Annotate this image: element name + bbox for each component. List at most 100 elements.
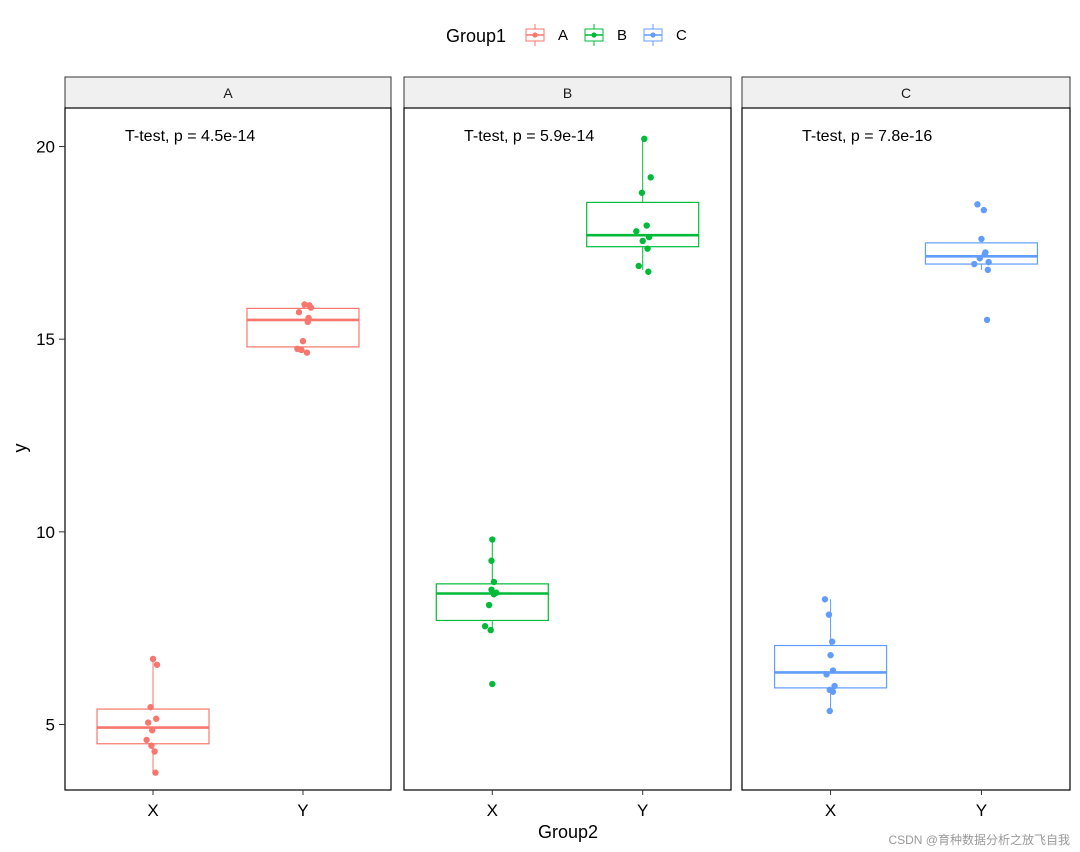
facet-strip-label: A	[223, 85, 233, 101]
data-point	[149, 655, 157, 663]
facet-panel-c: C T-test, p = 7.8e-16 X Y	[741, 76, 1071, 820]
data-point	[826, 707, 833, 715]
data-point	[481, 623, 489, 630]
data-point	[633, 228, 640, 235]
data-point	[981, 251, 988, 258]
ttest-annotation: T-test, p = 4.5e-14	[125, 128, 255, 145]
facet-panels: A T-test, p = 4.5e-14 X Y B T-test, p = 5.9e-…	[64, 76, 1071, 820]
box-c-y	[924, 201, 1039, 324]
data-point	[828, 638, 836, 645]
data-point	[974, 201, 981, 208]
data-point	[641, 135, 648, 143]
data-point	[490, 591, 498, 598]
legend: Group1 A B C	[446, 24, 687, 46]
data-point	[153, 661, 161, 668]
box-b-x	[435, 536, 549, 688]
data-point	[304, 318, 311, 326]
data-point	[488, 557, 495, 564]
data-point	[985, 258, 992, 266]
data-point	[971, 260, 978, 268]
data-point	[827, 651, 834, 659]
facet-strip	[64, 76, 392, 109]
legend-key-point	[532, 32, 538, 38]
x-tick-label: X	[147, 801, 158, 820]
data-point	[980, 206, 988, 214]
data-point	[303, 349, 311, 356]
facet-panel-a: A T-test, p = 4.5e-14 X Y	[64, 76, 392, 820]
data-point	[489, 536, 496, 543]
data-point	[983, 316, 991, 324]
data-point	[299, 337, 307, 345]
data-point	[831, 682, 838, 690]
data-point	[151, 748, 158, 755]
box-a-x	[96, 655, 210, 776]
legend-label: A	[558, 27, 568, 44]
data-point	[147, 703, 154, 711]
y-axis: 5 10 15 20	[36, 138, 65, 734]
data-point	[307, 304, 315, 311]
box-b-y	[586, 135, 700, 275]
data-point	[976, 255, 984, 262]
ttest-annotation: T-test, p = 7.8e-16	[802, 128, 932, 145]
box-c-x	[773, 596, 888, 715]
data-point	[644, 245, 651, 252]
x-tick-label: X	[487, 801, 498, 820]
x-axis-title: Group2	[538, 822, 598, 842]
data-point	[298, 346, 305, 354]
y-tick-label: 5	[46, 715, 55, 734]
data-point	[638, 189, 646, 196]
data-point	[149, 727, 156, 734]
data-point	[485, 601, 493, 609]
box-a-y	[246, 301, 360, 356]
data-point	[295, 309, 303, 316]
y-tick-label: 10	[36, 523, 55, 542]
box-iqr	[924, 242, 1039, 265]
data-point	[152, 769, 159, 776]
data-point	[829, 688, 837, 695]
legend-label: B	[617, 27, 627, 44]
data-point	[143, 736, 150, 744]
data-point	[643, 222, 650, 229]
y-tick-label: 20	[36, 138, 55, 157]
data-point	[829, 667, 837, 674]
data-point	[645, 233, 653, 241]
panel-border	[64, 107, 392, 791]
x-tick-label: X	[825, 801, 836, 820]
legend-title: Group1	[446, 26, 506, 46]
legend-key-b: B	[583, 24, 627, 46]
data-point	[635, 262, 642, 270]
box-iqr	[773, 644, 888, 689]
y-axis-title: y	[10, 444, 30, 453]
facet-strip	[741, 76, 1071, 109]
legend-label: C	[676, 27, 687, 44]
y-tick-label: 15	[36, 330, 55, 349]
data-point	[489, 680, 496, 688]
data-point	[645, 268, 652, 275]
facet-panel-b: B T-test, p = 5.9e-14 X Y	[403, 76, 732, 820]
x-tick-label: Y	[976, 801, 987, 820]
x-tick-label: Y	[637, 801, 648, 820]
data-point	[490, 578, 498, 586]
data-point	[148, 742, 155, 749]
ttest-annotation: T-test, p = 5.9e-14	[464, 128, 594, 145]
watermark: CSDN @育种数据分析之放飞自我	[888, 832, 1070, 847]
data-point	[639, 237, 646, 245]
data-point	[487, 626, 494, 634]
data-point	[825, 611, 833, 618]
data-point	[647, 174, 654, 181]
facet-strip-label: C	[901, 85, 911, 101]
legend-key-point	[591, 32, 597, 38]
data-point	[821, 596, 829, 603]
legend-key-point	[650, 32, 656, 38]
data-point	[145, 719, 152, 726]
panel-border	[741, 107, 1071, 791]
data-point	[984, 266, 992, 274]
facet-strip	[403, 76, 732, 109]
x-tick-label: Y	[297, 801, 308, 820]
facet-strip-label: B	[563, 85, 572, 101]
data-point	[153, 715, 160, 722]
panel-border	[403, 107, 732, 791]
legend-key-a: A	[524, 24, 568, 46]
legend-key-c: C	[642, 24, 687, 46]
